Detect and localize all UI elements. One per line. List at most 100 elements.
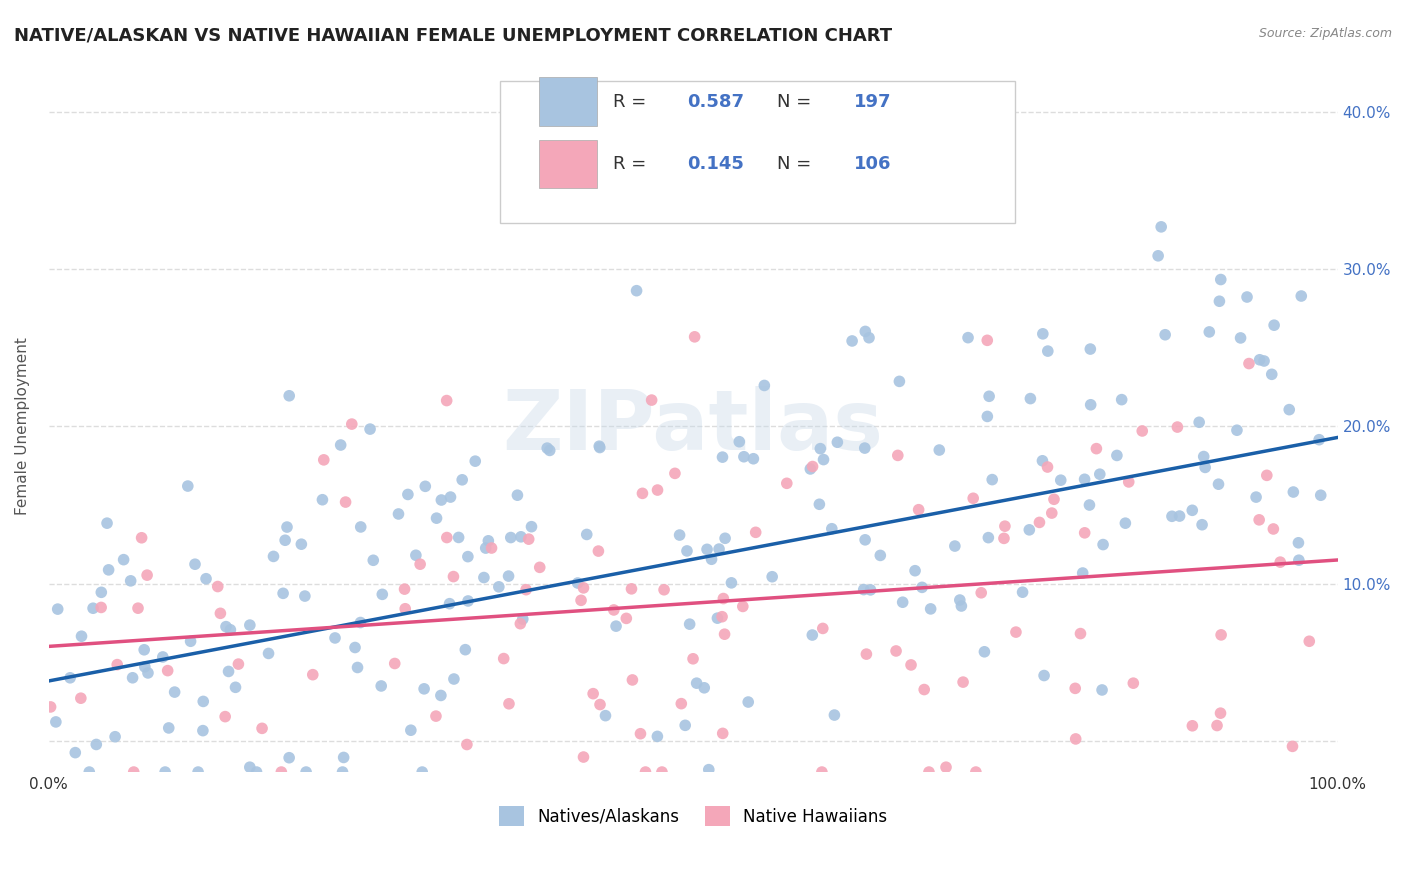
Natives/Alaskans (1011, 585, 1033, 599)
Native Hawaiians (228, 657, 250, 672)
Text: 106: 106 (855, 155, 891, 173)
Natives/Alaskans (65, 746, 87, 760)
Native Hawaiians (744, 525, 766, 540)
Native Hawaiians (918, 765, 941, 780)
Natives/Alaskans (499, 531, 522, 545)
Text: 0.145: 0.145 (686, 155, 744, 173)
Text: N =: N = (778, 155, 817, 173)
Natives/Alaskans (536, 441, 558, 455)
FancyBboxPatch shape (538, 78, 596, 126)
Natives/Alaskans (869, 549, 891, 563)
Native Hawaiians (1209, 706, 1232, 721)
Native Hawaiians (683, 330, 706, 344)
Natives/Alaskans (350, 520, 373, 534)
Native Hawaiians (312, 453, 335, 467)
Text: R =: R = (613, 155, 652, 173)
Native Hawaiians (1064, 681, 1087, 696)
Natives/Alaskans (801, 628, 824, 642)
Natives/Alaskans (588, 439, 610, 453)
Native Hawaiians (711, 726, 734, 740)
Native Hawaiians (127, 601, 149, 615)
Native Hawaiians (801, 459, 824, 474)
Natives/Alaskans (90, 585, 112, 599)
Native Hawaiians (69, 691, 91, 706)
Natives/Alaskans (191, 723, 214, 738)
Text: ZIPatlas: ZIPatlas (503, 386, 884, 467)
Natives/Alaskans (346, 660, 368, 674)
Natives/Alaskans (943, 539, 966, 553)
Natives/Alaskans (950, 599, 973, 613)
Natives/Alaskans (1018, 523, 1040, 537)
Native Hawaiians (1237, 357, 1260, 371)
Native Hawaiians (409, 557, 432, 571)
Native Hawaiians (39, 700, 62, 714)
Natives/Alaskans (1286, 536, 1309, 550)
Natives/Alaskans (180, 634, 202, 648)
Natives/Alaskans (605, 619, 627, 633)
Natives/Alaskans (134, 660, 156, 674)
Native Hawaiians (935, 760, 957, 774)
Natives/Alaskans (668, 528, 690, 542)
Natives/Alaskans (474, 541, 496, 555)
Natives/Alaskans (488, 580, 510, 594)
Natives/Alaskans (1036, 344, 1059, 359)
Natives/Alaskans (520, 519, 543, 533)
Native Hawaiians (517, 532, 540, 546)
Natives/Alaskans (1261, 368, 1284, 382)
Natives/Alaskans (733, 450, 755, 464)
Native Hawaiians (1036, 460, 1059, 475)
Natives/Alaskans (957, 331, 980, 345)
Native Hawaiians (384, 657, 406, 671)
Natives/Alaskans (274, 533, 297, 548)
Native Hawaiians (907, 502, 929, 516)
Natives/Alaskans (239, 760, 262, 774)
Natives/Alaskans (707, 542, 730, 557)
Native Hawaiians (640, 393, 662, 408)
Native Hawaiians (425, 709, 447, 723)
Text: 0.587: 0.587 (686, 93, 744, 111)
Natives/Alaskans (311, 492, 333, 507)
Native Hawaiians (1270, 555, 1292, 569)
Natives/Alaskans (278, 750, 301, 764)
Natives/Alaskans (112, 552, 135, 566)
Natives/Alaskans (575, 527, 598, 541)
Text: Source: ZipAtlas.com: Source: ZipAtlas.com (1258, 27, 1392, 40)
Natives/Alaskans (1105, 449, 1128, 463)
Natives/Alaskans (711, 450, 734, 464)
Native Hawaiians (671, 697, 693, 711)
Natives/Alaskans (120, 574, 142, 588)
Natives/Alaskans (439, 597, 461, 611)
Text: N =: N = (778, 93, 817, 111)
Native Hawaiians (436, 393, 458, 408)
Native Hawaiians (993, 532, 1015, 546)
Natives/Alaskans (136, 665, 159, 680)
Natives/Alaskans (219, 623, 242, 637)
Natives/Alaskans (411, 765, 433, 780)
Natives/Alaskans (647, 730, 669, 744)
Natives/Alaskans (676, 544, 699, 558)
Native Hawaiians (713, 627, 735, 641)
Natives/Alaskans (45, 714, 67, 729)
Natives/Alaskans (396, 487, 419, 501)
Natives/Alaskans (981, 473, 1004, 487)
Native Hawaiians (443, 569, 465, 583)
FancyBboxPatch shape (501, 81, 1015, 223)
Native Hawaiians (962, 491, 984, 506)
Natives/Alaskans (157, 721, 180, 735)
Natives/Alaskans (413, 479, 436, 493)
Natives/Alaskans (1078, 342, 1101, 356)
Native Hawaiians (912, 682, 935, 697)
Native Hawaiians (1005, 625, 1028, 640)
Native Hawaiians (1043, 492, 1066, 507)
Natives/Alaskans (706, 611, 728, 625)
Natives/Alaskans (1032, 326, 1054, 341)
Natives/Alaskans (153, 765, 176, 780)
Native Hawaiians (811, 622, 834, 636)
Natives/Alaskans (1194, 460, 1216, 475)
Natives/Alaskans (754, 378, 776, 392)
Native Hawaiians (811, 765, 834, 780)
Native Hawaiians (131, 531, 153, 545)
Natives/Alaskans (163, 685, 186, 699)
Natives/Alaskans (626, 284, 648, 298)
Natives/Alaskans (904, 564, 927, 578)
